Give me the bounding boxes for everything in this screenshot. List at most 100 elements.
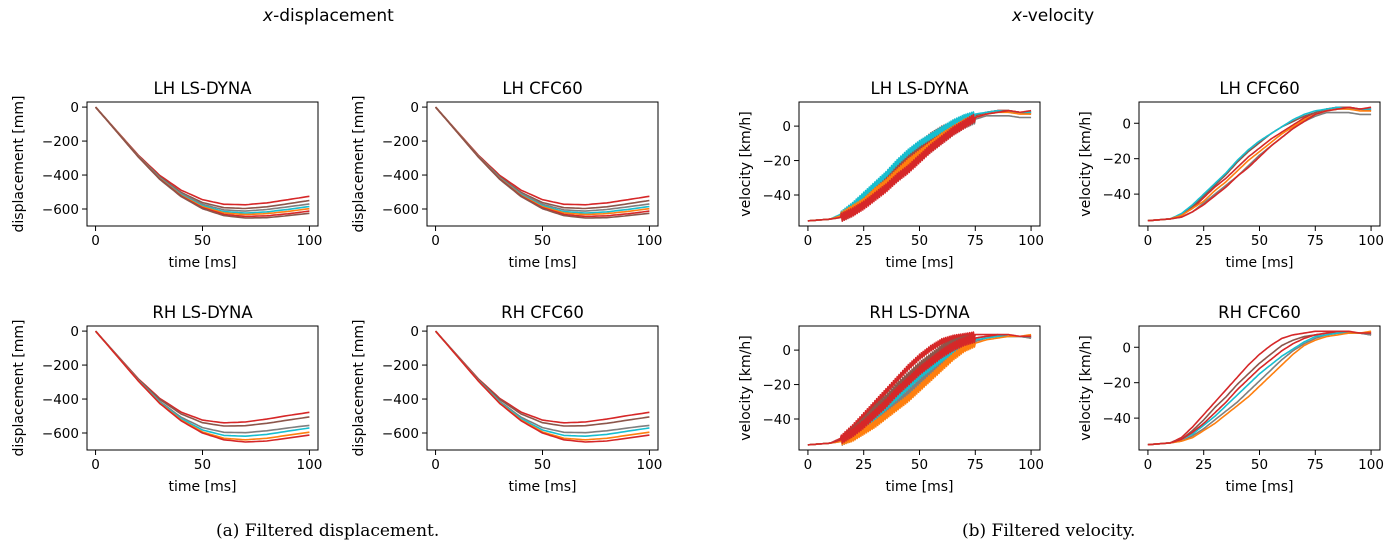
rh-lsdyna-displacement-xtick-label: 100 (297, 457, 323, 473)
rh-cfc60-velocity-xtick-label: 50 (1251, 457, 1268, 473)
lh-lsdyna-velocity-ylabel: velocity [km/h] (738, 111, 754, 216)
lh-cfc60-velocity-xtick-label: 75 (1307, 233, 1324, 249)
rh-cfc60-displacement-ylabel: displacement [mm] (351, 320, 367, 457)
rh-cfc60-velocity-xtick-label: 100 (1358, 457, 1384, 473)
lh-lsdyna-displacement-xtick-label: 50 (194, 233, 211, 249)
rh-lsdyna-velocity-xlabel: time [ms] (886, 479, 954, 495)
rh-lsdyna-velocity-ylabel: velocity [km/h] (738, 335, 754, 440)
rh-lsdyna-velocity-ytick-label: −40 (763, 412, 792, 428)
lh-cfc60-displacement-series-line (434, 106, 650, 214)
lh-lsdyna-velocity-xlabel: time [ms] (886, 255, 954, 271)
rh-cfc60-velocity-series-line (1147, 330, 1372, 446)
lh-cfc60-velocity-panel: 0 25 50 75 100 0 −20 −40 LH CFC60 time [ms] veloci… (1078, 79, 1384, 271)
rh-cfc60-velocity-xtick-label: 25 (1195, 457, 1212, 473)
lh-cfc60-velocity-xtick-label: 50 (1251, 233, 1268, 249)
rh-cfc60-velocity-ylabel: velocity [km/h] (1078, 335, 1094, 440)
rh-cfc60-velocity-series-line (1147, 332, 1372, 446)
lh-cfc60-displacement-ytick-label: −200 (382, 134, 419, 150)
lh-cfc60-velocity-series-line (1147, 106, 1372, 222)
rh-cfc60-displacement-series-line (434, 330, 650, 424)
lh-cfc60-velocity-ytick-label: −40 (1103, 187, 1132, 203)
lh-lsdyna-velocity-xtick-label: 50 (911, 233, 928, 249)
rh-cfc60-velocity-xtick-label: 0 (1144, 457, 1153, 473)
rh-lsdyna-displacement-xtick-label: 0 (91, 457, 100, 473)
rh-lsdyna-velocity-series-line (807, 333, 1032, 446)
lh-lsdyna-velocity-series-line (807, 109, 1032, 222)
rh-cfc60-displacement-ytick-label: 0 (410, 324, 419, 340)
rh-lsdyna-velocity-xtick-label: 0 (804, 457, 813, 473)
lh-cfc60-displacement-xtick-label: 100 (637, 233, 663, 249)
lh-lsdyna-velocity-axes-frame (798, 101, 1041, 227)
lh-lsdyna-displacement-series-line (94, 106, 310, 212)
displacement-group-title: x-displacement (263, 6, 394, 26)
lh-lsdyna-displacement-series-line (94, 106, 310, 210)
rh-cfc60-displacement-xtick-label: 50 (534, 457, 551, 473)
rh-cfc60-velocity-series-line (1147, 330, 1372, 446)
rh-cfc60-displacement-ytick-label: −400 (382, 392, 419, 408)
rh-lsdyna-velocity-ytick-label: 0 (782, 343, 791, 359)
rh-cfc60-displacement-xlabel: time [ms] (509, 479, 577, 495)
lh-lsdyna-displacement-ytick-label: −400 (42, 168, 79, 184)
lh-cfc60-velocity-xtick-label: 25 (1195, 233, 1212, 249)
lh-cfc60-velocity-title: LH CFC60 (1219, 79, 1299, 98)
lh-cfc60-displacement-panel: 0 50 100 0 −200 −400 −600 LH CFC60 time [ms] disp… (351, 79, 662, 271)
rh-lsdyna-velocity-series-line (807, 333, 1032, 446)
rh-cfc60-displacement-series-line (434, 330, 650, 443)
lh-lsdyna-velocity-series-line (807, 109, 1032, 222)
rh-lsdyna-displacement-ytick-label: −400 (42, 392, 79, 408)
rh-lsdyna-displacement-series-line (94, 330, 310, 424)
rh-cfc60-velocity-title: RH CFC60 (1218, 303, 1301, 322)
lh-lsdyna-displacement-ylabel: displacement [mm] (11, 96, 27, 233)
lh-cfc60-displacement-xtick-label: 50 (534, 233, 551, 249)
rh-lsdyna-velocity-panel: 0 25 50 75 100 0 −20 −40 RH LS-DYNA time [ms] velo… (738, 303, 1044, 495)
lh-lsdyna-displacement-panel: 0 50 100 0 −200 −400 −600 LH LS-DYNA time [ms] di… (11, 79, 322, 271)
rh-lsdyna-displacement-title: RH LS-DYNA (152, 303, 253, 322)
rh-cfc60-velocity-ytick-label: −20 (1103, 376, 1132, 392)
lh-cfc60-displacement-ytick-label: 0 (410, 100, 419, 116)
rh-lsdyna-displacement-xtick-label: 50 (194, 457, 211, 473)
rh-lsdyna-displacement-panel: 0 50 100 0 −200 −400 −600 RH LS-DYNA time [ms] di… (11, 303, 322, 495)
lh-lsdyna-displacement-xtick-label: 0 (91, 233, 100, 249)
rh-cfc60-displacement-ytick-label: −200 (382, 358, 419, 374)
velocity-group-title-rest: -velocity (1022, 6, 1095, 26)
lh-lsdyna-displacement-series-line (94, 106, 310, 216)
rh-cfc60-displacement-ytick-label: −600 (382, 426, 419, 442)
rh-lsdyna-displacement-xlabel: time [ms] (169, 479, 237, 495)
lh-cfc60-displacement-series-line (434, 106, 650, 216)
lh-lsdyna-velocity-xtick-label: 25 (855, 233, 872, 249)
lh-cfc60-velocity-series-line (1147, 106, 1372, 222)
displacement-group-title-rest: -displacement (273, 6, 394, 26)
lh-cfc60-displacement-title: LH CFC60 (502, 79, 582, 98)
lh-lsdyna-displacement-series-line (94, 106, 310, 214)
lh-lsdyna-displacement-ytick-label: −600 (42, 202, 79, 218)
rh-lsdyna-displacement-ytick-label: 0 (70, 324, 79, 340)
lh-cfc60-velocity-xlabel: time [ms] (1226, 255, 1294, 271)
lh-cfc60-displacement-series-line (434, 106, 650, 210)
rh-cfc60-velocity-series-line (1147, 332, 1372, 446)
lh-cfc60-velocity-xtick-label: 0 (1144, 233, 1153, 249)
lh-cfc60-displacement-series-line (434, 106, 650, 212)
rh-lsdyna-displacement-series-line (94, 330, 310, 427)
lh-cfc60-velocity-xtick-label: 100 (1358, 233, 1384, 249)
rh-cfc60-velocity-xtick-label: 75 (1307, 457, 1324, 473)
lh-cfc60-displacement-series-line (434, 106, 650, 206)
lh-lsdyna-velocity-series-line (807, 115, 1032, 222)
lh-cfc60-velocity-series-line (1147, 108, 1372, 222)
lh-lsdyna-velocity-panel: 0 25 50 75 100 0 −20 −40 LH LS-DYNA time [ms] velo… (738, 79, 1044, 271)
rh-cfc60-velocity-series-line (1147, 332, 1372, 446)
rh-lsdyna-displacement-ytick-label: −200 (42, 358, 79, 374)
velocity-group-title-var: x (1012, 6, 1023, 26)
rh-cfc60-displacement-xtick-label: 0 (431, 457, 440, 473)
lh-lsdyna-displacement-ytick-label: 0 (70, 100, 79, 116)
rh-lsdyna-displacement-ylabel: displacement [mm] (11, 320, 27, 457)
lh-cfc60-displacement-xtick-label: 0 (431, 233, 440, 249)
lh-lsdyna-displacement-xlabel: time [ms] (169, 255, 237, 271)
lh-cfc60-velocity-series-line (1147, 106, 1372, 222)
rh-lsdyna-velocity-ytick-label: −20 (763, 378, 792, 394)
lh-cfc60-velocity-ylabel: velocity [km/h] (1078, 111, 1094, 216)
lh-lsdyna-velocity-ytick-label: 0 (782, 119, 791, 135)
lh-cfc60-velocity-series-line (1147, 106, 1372, 222)
lh-lsdyna-velocity-ytick-label: −40 (763, 188, 792, 204)
displacement-group-title-var: x (263, 6, 274, 26)
